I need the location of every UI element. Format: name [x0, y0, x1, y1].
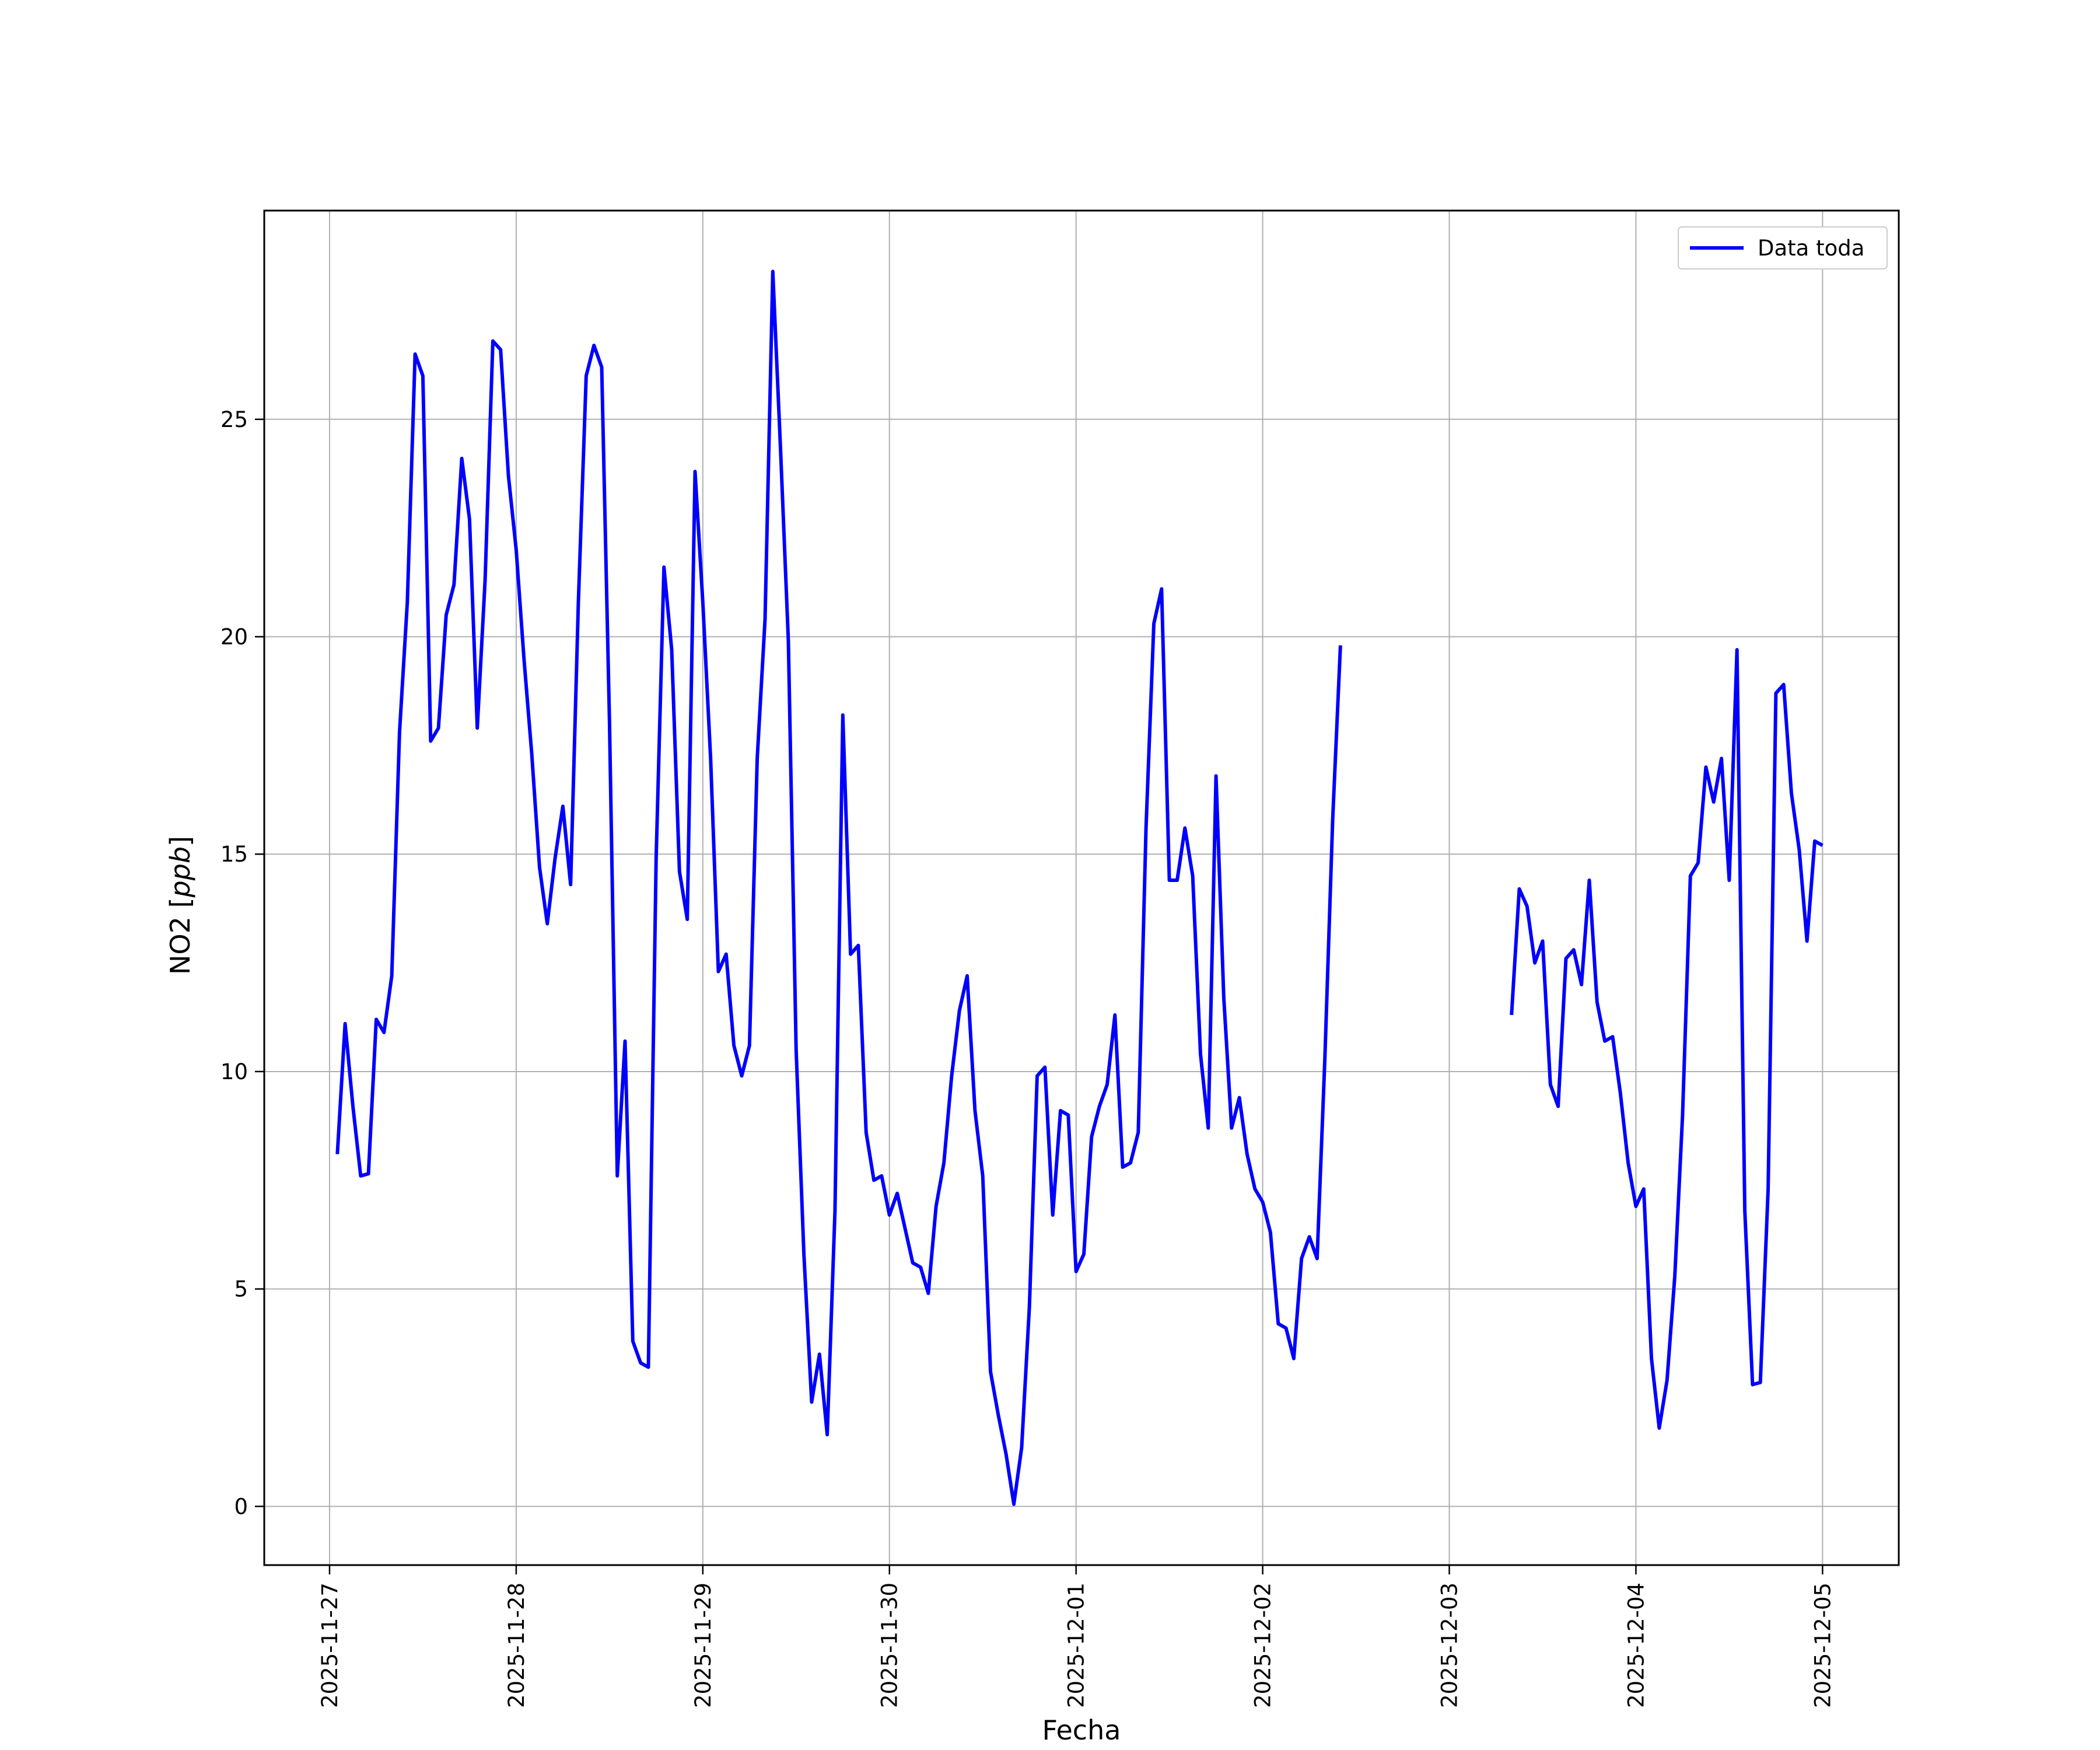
legend-box [1678, 226, 1888, 270]
y-tick-label-5: 25 [220, 407, 248, 432]
x-tick-label-3: 2025-11-30 [877, 1583, 902, 1708]
x-tick-label-8: 2025-12-05 [1810, 1583, 1835, 1708]
plot-frame [263, 209, 1900, 1566]
legend-label-data-toda: Data toda [1758, 236, 1864, 261]
x-tick-label-5: 2025-12-02 [1251, 1583, 1276, 1708]
y-tick-label-4: 20 [220, 625, 248, 650]
y-axis-title-name: NO2 [164, 916, 196, 975]
y-tick-label-0: 0 [234, 1494, 248, 1519]
series-layer [335, 270, 1824, 1506]
y-axis-title-bracket-close: ] [164, 836, 196, 846]
y-axis-title-bracket-open: [ [164, 898, 196, 908]
y-axis-title-unit: ppb [164, 846, 196, 898]
x-tick-label-2: 2025-11-29 [691, 1583, 716, 1708]
x-tick-label-1: 2025-11-28 [504, 1583, 529, 1708]
y-axis-ticks: 0 5 10 15 20 25 [220, 407, 264, 1519]
y-tick-label-3: 15 [220, 842, 248, 867]
x-axis-title: Fecha [1042, 1714, 1121, 1746]
grid-lines [264, 211, 1899, 1565]
x-tick-label-4: 2025-12-01 [1064, 1583, 1089, 1708]
y-tick-label-2: 10 [220, 1059, 248, 1084]
series-line-data-toda [335, 270, 1824, 1506]
y-tick-label-1: 5 [234, 1277, 248, 1302]
x-tick-label-0: 2025-11-27 [317, 1583, 342, 1708]
x-tick-label-6: 2025-12-03 [1437, 1583, 1462, 1708]
legend: Data toda [1678, 226, 1888, 270]
x-axis-ticks: 2025-11-27 2025-11-28 2025-11-29 2025-11-30… [317, 1565, 1835, 1708]
y-axis-title: NO2 [ppb] [164, 836, 196, 975]
x-tick-label-7: 2025-12-04 [1623, 1583, 1648, 1708]
